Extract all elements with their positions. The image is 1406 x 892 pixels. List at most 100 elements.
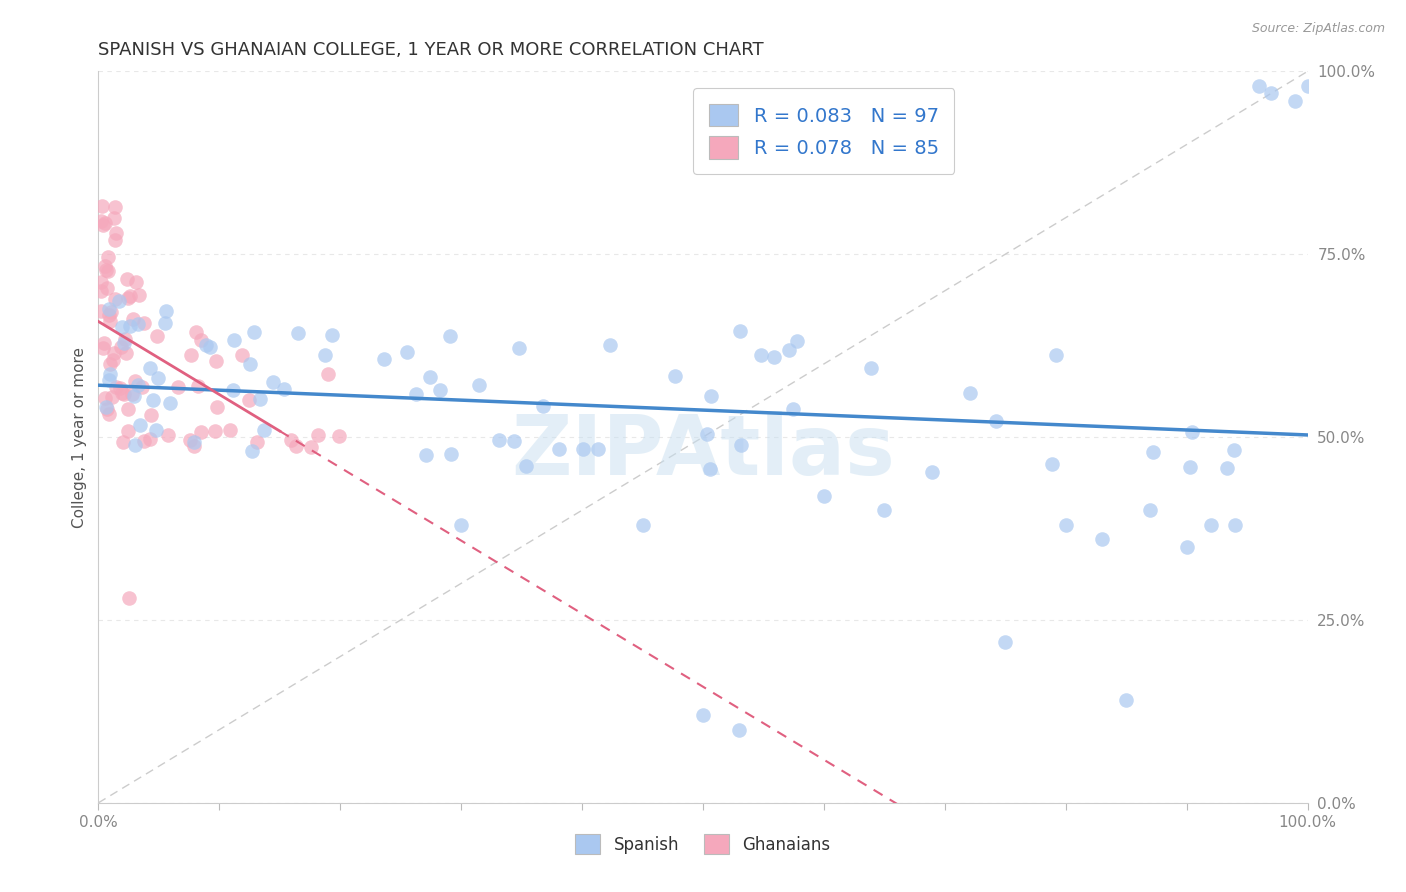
Point (440, 447, 463, 461)
Point (1054, 517, 1077, 532)
Text: Source: ZipAtlas.com: Source: ZipAtlas.com (1251, 22, 1385, 36)
Point (90, 285, 112, 299)
Point (190, 333, 212, 347)
Y-axis label: College, 1 year or more: College, 1 year or more (72, 347, 87, 527)
Point (207, 400, 229, 414)
Point (631, 517, 654, 532)
Point (104, 226, 127, 240)
Point (239, 357, 262, 371)
Point (90, 304, 112, 318)
Point (146, 329, 169, 343)
Point (98, 308, 121, 322)
Point (166, 379, 188, 393)
Point (105, 380, 128, 394)
Point (103, 200, 125, 214)
Point (307, 428, 329, 442)
Point (96, 401, 118, 416)
Point (98, 367, 121, 381)
Point (114, 332, 136, 346)
Point (91, 341, 114, 355)
Point (429, 383, 451, 397)
Point (1199, 517, 1222, 532)
Point (1223, 442, 1246, 457)
Point (813, 489, 835, 503)
Point (118, 319, 141, 334)
Point (599, 338, 621, 352)
Point (97, 301, 120, 316)
Point (120, 288, 142, 302)
Point (531, 399, 554, 413)
Point (187, 378, 209, 392)
Point (1091, 533, 1114, 547)
Point (145, 423, 167, 437)
Point (548, 442, 571, 456)
Point (1223, 517, 1246, 532)
Point (111, 385, 134, 400)
Point (101, 353, 124, 368)
Legend: Spanish, Ghanaians: Spanish, Ghanaians (568, 828, 838, 860)
Point (762, 350, 785, 364)
Point (262, 375, 284, 389)
Point (405, 387, 427, 401)
Point (1175, 540, 1198, 554)
Point (994, 635, 1017, 649)
Point (94, 260, 117, 274)
Point (1045, 349, 1067, 363)
Point (316, 367, 339, 381)
Point (127, 317, 149, 331)
Point (245, 435, 267, 450)
Point (287, 326, 309, 340)
Point (959, 386, 981, 401)
Point (110, 340, 132, 354)
Point (107, 293, 129, 308)
Point (118, 591, 141, 605)
Point (115, 346, 138, 360)
Point (98, 373, 121, 387)
Point (205, 353, 228, 368)
Point (153, 316, 176, 330)
Point (134, 434, 156, 449)
Point (131, 379, 153, 393)
Point (1260, 87, 1282, 101)
Point (156, 428, 179, 442)
Point (373, 352, 395, 367)
Point (90, 214, 112, 228)
Point (515, 458, 537, 473)
Point (859, 361, 882, 376)
Point (146, 370, 169, 384)
Point (664, 369, 686, 384)
Point (98, 357, 121, 371)
Point (508, 341, 530, 355)
Point (111, 435, 134, 450)
Point (1142, 444, 1164, 458)
Point (134, 316, 156, 330)
Point (183, 434, 205, 449)
Point (415, 448, 437, 462)
Point (328, 429, 350, 443)
Point (222, 334, 245, 348)
Point (700, 389, 723, 403)
Point (749, 349, 772, 363)
Point (117, 291, 139, 305)
Point (204, 424, 226, 438)
Point (117, 272, 139, 286)
Point (117, 401, 139, 416)
Point (112, 387, 135, 401)
Point (93, 336, 115, 351)
Point (571, 442, 593, 456)
Point (778, 343, 800, 357)
Point (104, 292, 127, 306)
Point (93, 216, 115, 230)
Point (194, 338, 217, 352)
Point (122, 389, 145, 403)
Point (103, 211, 125, 225)
Point (273, 382, 295, 396)
Point (1040, 458, 1063, 472)
Point (1178, 460, 1201, 475)
Text: ZIPAtlas: ZIPAtlas (510, 411, 896, 492)
Point (728, 324, 751, 338)
Point (285, 439, 308, 453)
Point (98, 407, 121, 421)
Point (100, 305, 122, 319)
Point (129, 418, 152, 433)
